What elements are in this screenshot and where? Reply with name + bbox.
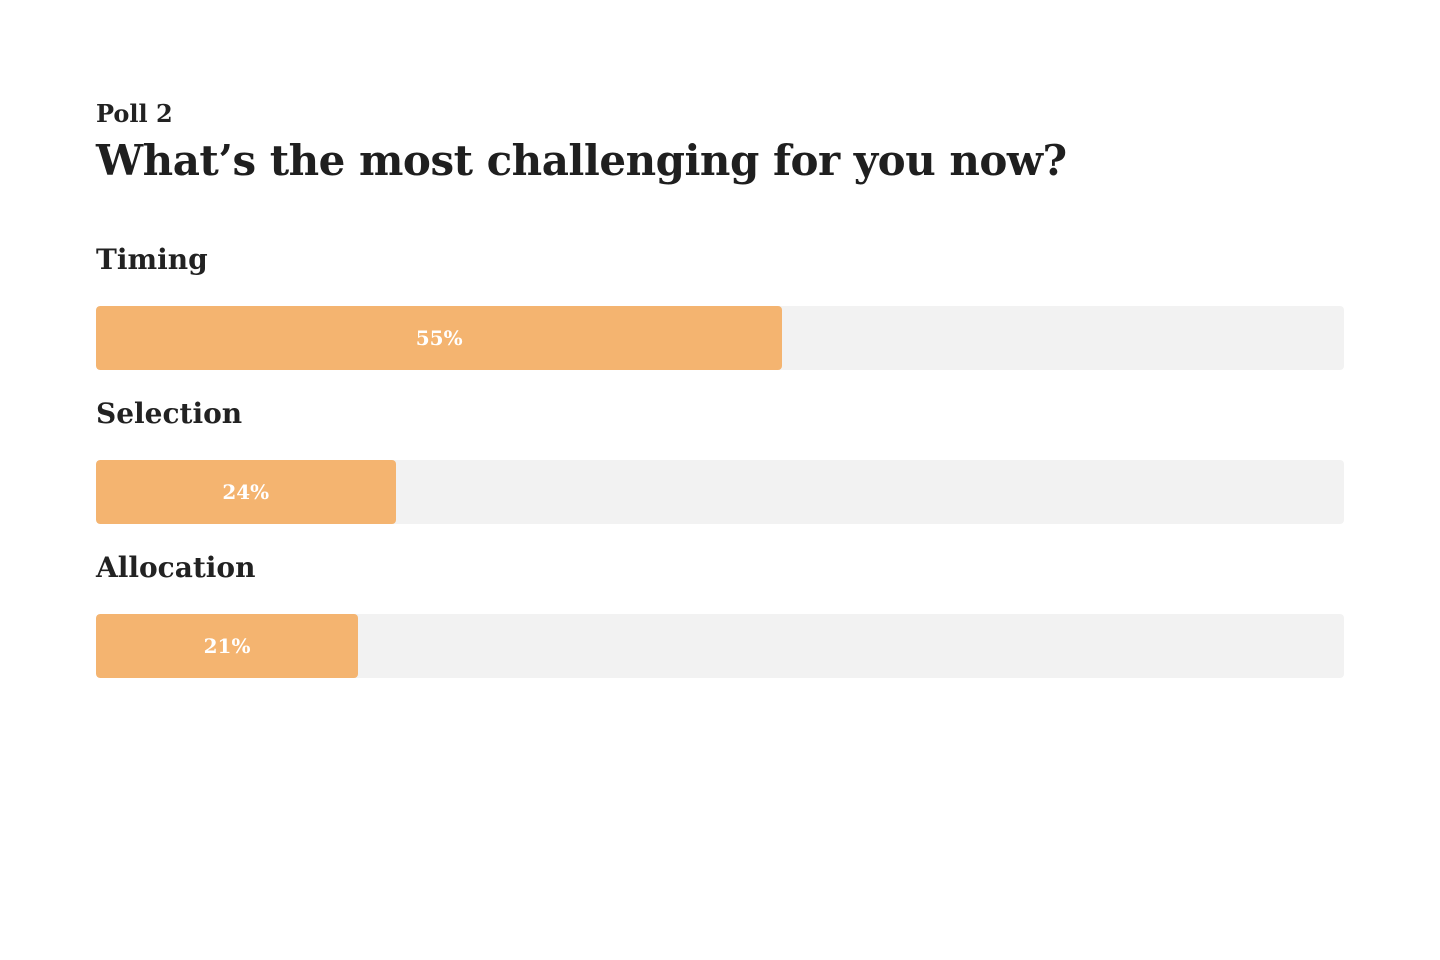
result-bar-fill-allocation: 21% bbox=[96, 614, 359, 678]
poll-number-label: Poll 2 bbox=[96, 99, 173, 128]
result-percent-allocation: 21% bbox=[203, 634, 251, 658]
result-bar-timing: 55% bbox=[96, 306, 1344, 370]
result-percent-selection: 24% bbox=[222, 480, 270, 504]
result-bar-fill-timing: 55% bbox=[96, 306, 783, 370]
option-label-timing: Timing bbox=[96, 243, 208, 276]
result-bar-fill-selection: 24% bbox=[96, 460, 396, 524]
result-percent-timing: 55% bbox=[415, 326, 463, 350]
option-label-allocation: Allocation bbox=[96, 551, 256, 584]
option-label-selection: Selection bbox=[96, 397, 243, 430]
result-bar-selection: 24% bbox=[96, 460, 1344, 524]
result-bar-allocation: 21% bbox=[96, 614, 1344, 678]
poll-question-title: What’s the most challenging for you now? bbox=[96, 136, 1067, 185]
